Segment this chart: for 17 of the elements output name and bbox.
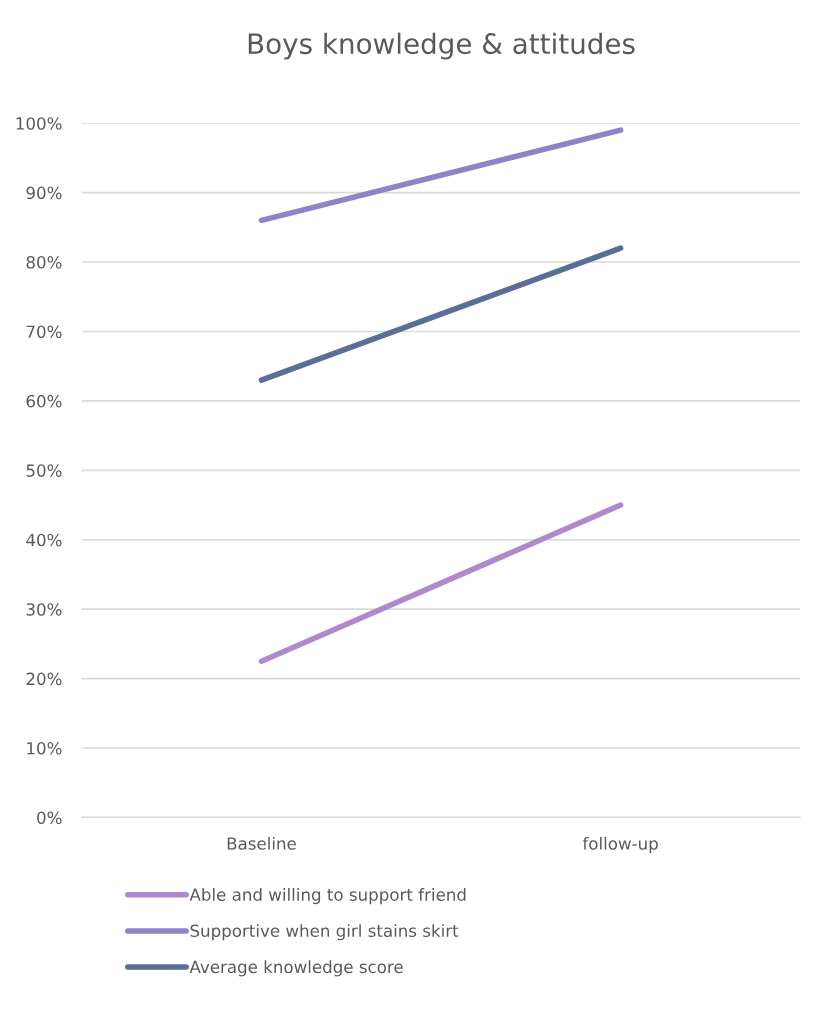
y-tick-label: 60% [26, 394, 62, 408]
y-tick-label: 100% [16, 117, 62, 130]
legend-label: Average knowledge score [189, 960, 403, 977]
y-tick-label: 40% [26, 533, 62, 547]
y-tick-label: 90% [26, 186, 62, 200]
y-tick-label: 30% [26, 603, 62, 616]
y-tick-label: 20% [26, 672, 62, 686]
legend-label: Supportive when girl stains skirt [190, 924, 459, 941]
x-tick-label: Baseline [227, 836, 296, 850]
y-tick-label: 80% [26, 256, 62, 269]
x-tick-label: follow-up [582, 836, 658, 854]
y-tick-label: 50% [26, 464, 62, 477]
legend-label: Able and willing to support friend [189, 888, 466, 905]
y-tick-label: 70% [26, 325, 62, 339]
y-tick-label: 0% [37, 811, 62, 825]
y-tick-label: 10% [27, 741, 62, 755]
chart-title: Boys knowledge & attitudes [248, 32, 635, 60]
